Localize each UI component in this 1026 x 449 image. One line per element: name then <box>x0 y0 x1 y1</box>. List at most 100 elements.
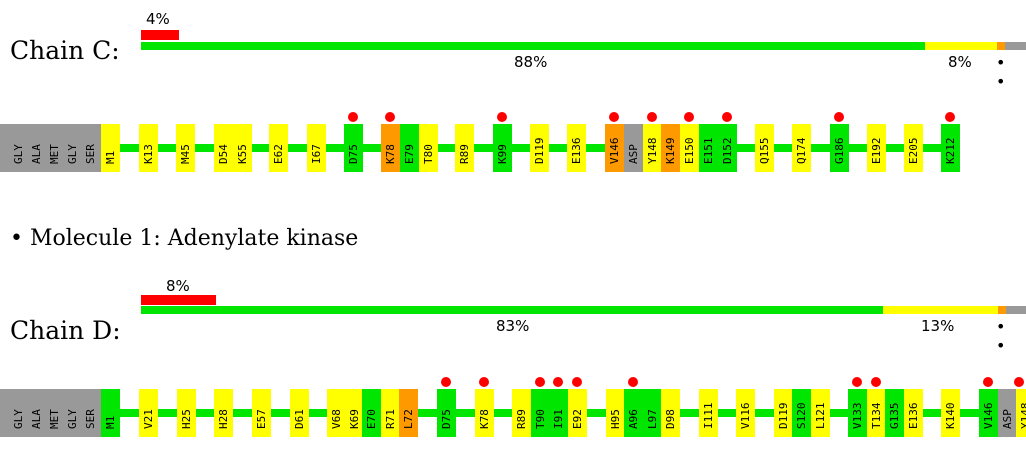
residue-k140 <box>941 389 960 437</box>
residue-d98 <box>661 389 680 437</box>
lead-residue-label: MET <box>48 144 61 164</box>
chain-c-pct-end: 8% <box>948 53 972 71</box>
chain-c-residue-track: GLY ALA MET GLY SER M1 K13 M45 D54 K55 E62 I67 D75 K7… <box>0 112 1026 172</box>
lead-residue-label: MET <box>48 409 61 429</box>
chain-d-green-bar <box>141 306 883 314</box>
residue-m45 <box>176 124 195 172</box>
outlier-dot <box>609 112 619 122</box>
residue-label: G186 <box>833 137 846 165</box>
outlier-dot <box>722 112 732 122</box>
lead-residue-label: SER <box>84 409 97 429</box>
residue-label: H28 <box>217 409 230 429</box>
residue-label: Y148 <box>646 137 659 165</box>
lead-residue-label: SER <box>84 144 97 164</box>
lead-residue-label: GLY <box>66 144 79 164</box>
residue-e136 <box>567 124 586 172</box>
residue-v133 <box>848 389 867 437</box>
residue-g186 <box>830 124 849 172</box>
residue-y148 <box>643 124 662 172</box>
residue-label: H25 <box>180 409 193 429</box>
residue-label: T134 <box>870 402 883 430</box>
residue-h28 <box>214 389 233 437</box>
chain-d-pct-end: 13% <box>921 317 955 335</box>
residue-q174 <box>792 124 811 172</box>
chain-c-label: Chain C: <box>10 36 120 65</box>
chain-c-orange-bar <box>997 42 1005 50</box>
residue-label: V68 <box>330 409 343 429</box>
residue-l97 <box>643 389 662 437</box>
residue-e79 <box>400 124 419 172</box>
residue-t80 <box>419 124 438 172</box>
residue-label: T80 <box>422 144 435 164</box>
residue-label: D119 <box>533 137 546 165</box>
residue-e205 <box>904 124 923 172</box>
outlier-dot <box>852 377 862 387</box>
residue-y148 <box>1016 389 1026 437</box>
residue-v146 <box>979 389 998 437</box>
residue-label: T90 <box>534 409 547 429</box>
residue-label: E136 <box>907 402 920 430</box>
residue-d119 <box>530 124 549 172</box>
residue-label: M1 <box>104 150 117 164</box>
residue-label: V133 <box>851 402 864 430</box>
residue-e70 <box>362 389 381 437</box>
residue-label: M45 <box>179 144 192 164</box>
residue-d75 <box>344 124 363 172</box>
residue-m1 <box>101 389 120 437</box>
residue-label: K78 <box>384 144 397 164</box>
residue-a96 <box>624 389 643 437</box>
residue-e57 <box>252 389 271 437</box>
residue-label: K140 <box>944 402 957 430</box>
outlier-dot <box>572 377 582 387</box>
residue-label: L72 <box>402 409 415 429</box>
chain-c-gray-bar <box>1005 42 1026 50</box>
residue-k149 <box>661 124 680 172</box>
residue-k99 <box>493 124 512 172</box>
residue-label: G135 <box>888 402 901 430</box>
residue-label: K212 <box>944 137 957 165</box>
chain-d-orange-bar <box>998 306 1006 314</box>
residue-m1 <box>101 124 120 172</box>
residue-asp <box>998 389 1017 437</box>
residue-label: E92 <box>571 409 584 429</box>
residue-label: K78 <box>478 409 491 429</box>
residue-label: Q155 <box>758 137 771 165</box>
outlier-dot <box>945 112 955 122</box>
residue-label: L121 <box>814 402 827 430</box>
residue-asp <box>624 124 643 172</box>
residue-label: E70 <box>365 409 378 429</box>
residue-label: R71 <box>384 409 397 429</box>
outlier-dot <box>385 112 395 122</box>
residue-label: D75 <box>347 144 360 164</box>
residue-t90 <box>531 389 550 437</box>
outlier-dot <box>684 112 694 122</box>
residue-k78 <box>475 389 494 437</box>
residue-label: D152 <box>721 137 734 165</box>
outlier-dot <box>871 377 881 387</box>
residue-e62 <box>269 124 288 172</box>
residue-r71 <box>381 389 400 437</box>
residue-k78 <box>381 124 400 172</box>
residue-label: Y148 <box>1019 402 1026 430</box>
outlier-dot <box>1014 377 1024 387</box>
residue-r89 <box>512 389 531 437</box>
lead-residues-block <box>0 389 101 437</box>
residue-d61 <box>290 389 309 437</box>
lead-residues-block <box>0 124 101 172</box>
residue-e192 <box>867 124 886 172</box>
residue-v21 <box>139 389 158 437</box>
residue-label: E205 <box>907 137 920 165</box>
residue-label: E62 <box>272 144 285 164</box>
residue-label: D98 <box>664 409 677 429</box>
residue-label: ASP <box>627 144 640 164</box>
chain-c-pct-top: 4% <box>146 10 170 28</box>
outlier-dot <box>441 377 451 387</box>
chain-d-yellow-bar <box>883 306 998 314</box>
chain-c-pct-mid: 88% <box>514 53 548 71</box>
residue-label: E136 <box>570 137 583 165</box>
residue-label: V146 <box>982 402 995 430</box>
residue-label: M1 <box>104 415 117 429</box>
residue-label: D54 <box>217 144 230 164</box>
outlier-dot <box>479 377 489 387</box>
chain-c-green-bar <box>141 42 925 50</box>
